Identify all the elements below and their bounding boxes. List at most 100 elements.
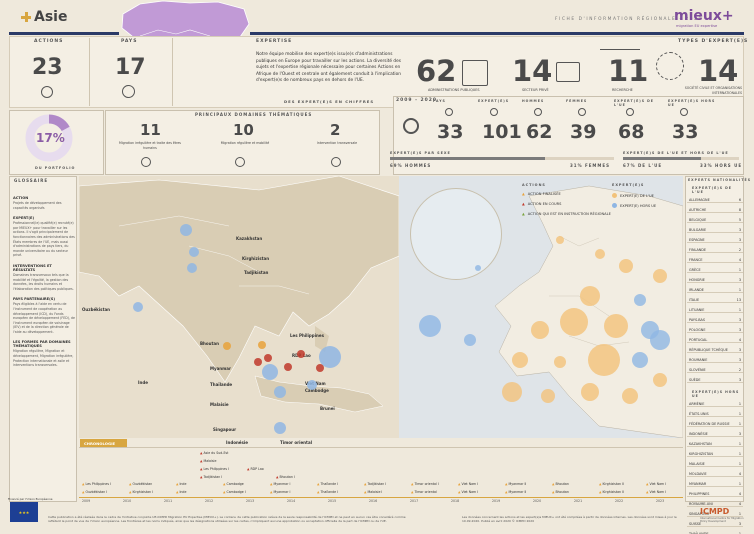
chronology-year: 2015 [328, 499, 337, 503]
nationality-row: KAZAKHSTAN 1 [687, 442, 743, 447]
nationality-row: RÉPUBLIQUE TCHÈQUE 3 [687, 348, 743, 353]
glossary-panel [9, 176, 77, 502]
expert-bubble [419, 315, 441, 337]
map-marker [274, 422, 286, 434]
triangle-icon: ▲ [200, 459, 204, 463]
glossary-term: EXPERT(E) [13, 216, 35, 221]
nationality-count: 4 [738, 472, 741, 476]
triangle-icon: ▲ [411, 490, 415, 494]
funded-label: Financé par l'Union Européenne [8, 497, 53, 501]
intl-value: 14 [698, 54, 739, 88]
briefcase-icon [556, 62, 580, 82]
footer-text-left: Cette publication a été réalisée dans le… [48, 515, 406, 524]
nationality-count: 3 [738, 522, 741, 526]
glossary-term: ACTION [13, 196, 29, 200]
theme-icon-2 [235, 157, 245, 167]
nationality-row: ITALIE 13 [687, 298, 743, 303]
glossary-definition: Domaines transversaux tels que la mobili… [13, 272, 74, 291]
chronology-year: 2012 [205, 499, 214, 503]
nationality-row: LITUANIE 1 [687, 308, 743, 313]
header-subtitle: FICHE D'INFORMATION RÉGIONALE - 2020 [555, 17, 703, 22]
experts-col-label: PAYS [433, 99, 446, 103]
glossary-title: GLOSSAIRE [14, 178, 49, 183]
country-label: Kirghizistan [242, 256, 270, 261]
eu-bar [623, 157, 739, 160]
triangle-icon: ▲ [223, 482, 227, 486]
glossary-definition: Pays éligibles à l'aide en vertu de l'in… [13, 302, 75, 334]
nationality-count: 13 [736, 298, 741, 302]
map-marker [262, 364, 278, 380]
header-rule-right [250, 32, 744, 35]
chronology-item: ▲ Thaïlande I [317, 482, 339, 486]
map-marker [133, 302, 143, 312]
chronology-item: ▲ Ouzbékistan [129, 482, 153, 486]
nationality-row: AUTRICHE 8 [687, 208, 743, 213]
chronology-item: ▲ Malaisie I [364, 490, 383, 494]
experts-col-value: 39 [570, 121, 597, 143]
triangle-icon: ▲ [200, 475, 204, 479]
experts-col-label: FEMMES [566, 99, 588, 103]
triangle-icon: ▲ [505, 482, 509, 486]
experts-col-label: HOMMES [522, 99, 545, 103]
nationality-count: 4 [738, 258, 741, 262]
nationality-count: 1 [738, 532, 741, 534]
expert-bubble [541, 389, 555, 403]
map-marker [307, 380, 317, 390]
chronology-year: 2018 [451, 499, 460, 503]
men-share: 69% HOMMES [390, 163, 432, 168]
country-label: Indonésie [226, 440, 248, 445]
triangle-icon: ▲ [276, 475, 280, 479]
icmpd-sub: International Centre for Migration Polic… [700, 517, 744, 523]
triangle-icon: ▲ [223, 490, 227, 494]
header-rule [9, 32, 119, 35]
nationality-row: ARMÉNIE 1 [687, 402, 743, 407]
country-label: Inde [138, 380, 148, 385]
nationality-country: INDONÉSIE [689, 432, 708, 436]
nationality-row: PHILIPPINES 4 [687, 492, 743, 497]
building-icon [462, 60, 488, 86]
nationality-country: ARMÉNIE [689, 402, 705, 406]
nationality-count: 1 [738, 512, 741, 516]
nationality-count: 1 [738, 288, 741, 292]
chronology-year: 2020 [533, 499, 542, 503]
nationality-country: MALAISIE [689, 462, 705, 466]
theme-1-label: Migration irrégulière et traite des être… [119, 141, 181, 150]
glossary-term: PAYS PARTENAIRE(S) [13, 297, 55, 302]
chronology-item: ▲ Viet Nam I [646, 490, 667, 494]
nationality-count: 8 [738, 208, 741, 212]
women-share: 31% FEMMES [570, 163, 611, 168]
chronology-item: ▲ Cambodge I [223, 490, 246, 494]
header: Asie FICHE D'INFORMATION RÉGIONALE - 202… [0, 0, 754, 34]
nationality-country: PHILIPPINES [689, 492, 710, 496]
triangle-icon: ▲ [364, 482, 368, 486]
glossary-definition: Projets de développement des capacités o… [13, 201, 62, 210]
nationality-row: KIRGHIZISTAN 1 [687, 452, 743, 457]
map-marker [189, 247, 199, 257]
country-label: Kazakhstan [236, 236, 263, 241]
private-label: SECTEUR PRIVÉ [522, 88, 549, 92]
triangle-icon: ▲ [82, 490, 86, 494]
nationality-country: IRLANDE [689, 288, 704, 292]
nationality-country: MYANMAR [689, 482, 707, 486]
intl-label: SOCIÉTÉ CIVILE ET ORGANISATIONS INTERNAT… [684, 86, 742, 95]
experts-col-value: 101 [482, 121, 522, 143]
nationality-row: ESPAGNE 3 [687, 238, 743, 243]
triangle-red-icon: ▲ [522, 202, 525, 206]
map-marker [187, 263, 197, 273]
chronology-item: ▲ RDP Lao [247, 467, 264, 471]
nationalities-title: EXPERTS NATIONALITÉS [688, 178, 751, 182]
experts-col-icon [490, 108, 498, 116]
triangle-icon: ▲ [505, 490, 509, 494]
chronology-year: 2021 [574, 499, 583, 503]
nationality-count: 1 [738, 268, 741, 272]
nationality-row: ÉTATS-UNIS 1 [687, 412, 743, 417]
eu-flag-icon: ★★★ [10, 502, 38, 522]
nationalities-panel [685, 176, 744, 502]
glossary-list: ACTION Projets de développement des capac… [13, 190, 75, 368]
nationality-country: GRÈCE [689, 268, 701, 272]
research-label: RECHERCHE [612, 88, 633, 92]
nationality-count: 1 [738, 482, 741, 486]
chronology-item: ▲ Inde [176, 482, 187, 486]
chronology-item: ▲ Kirghizistan II [599, 482, 624, 486]
chronology-year: 2023 [656, 499, 665, 503]
